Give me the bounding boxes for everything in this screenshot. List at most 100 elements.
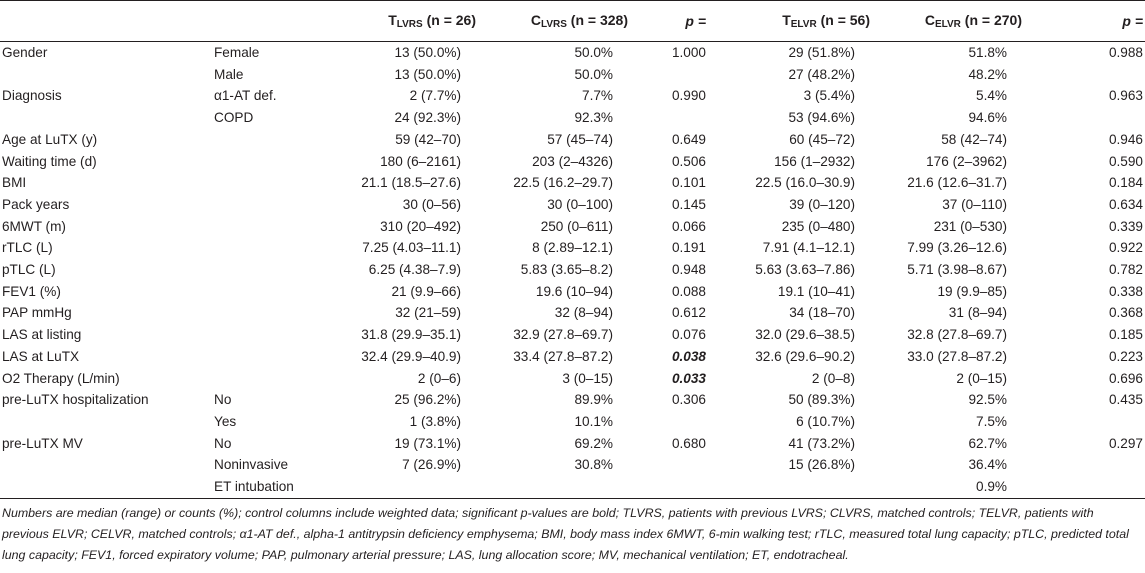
cell-variable: Age at LuTX (y) xyxy=(2,131,98,147)
cell-p-elvr: 0.696 xyxy=(1108,370,1143,386)
table-row: rTLC (L) 7.25 (4.03–11.1) 8 (2.89–12.1) 0.1… xyxy=(0,237,1145,259)
cell-t-elvr: 22.5 (16.0–30.9) xyxy=(755,175,855,191)
header-p-elvr: p = xyxy=(1026,0,1145,42)
cell-p-lvrs: 0.306 xyxy=(671,392,706,408)
table-row: Gender Female 13 (50.0%) 50.0% 1.000 29 (51.8… xyxy=(0,42,1145,64)
cell-t-lvrs: 59 (42–70) xyxy=(395,131,461,147)
cell-category: Yes xyxy=(214,413,237,429)
cell-c-elvr: 36.4% xyxy=(968,457,1007,473)
table-row: LAS at LuTX 32.4 (29.9–40.9) 33.4 (27.8–87… xyxy=(0,346,1145,368)
cell-variable: 6MWT (m) xyxy=(2,218,66,234)
cell-c-elvr: 19 (9.9–85) xyxy=(937,283,1007,299)
cell-t-elvr: 235 (0–480) xyxy=(781,218,855,234)
cell-t-elvr: 60 (45–72) xyxy=(789,131,855,147)
cell-t-elvr: 7.91 (4.1–12.1) xyxy=(762,240,855,256)
cell-c-lvrs: 7.7% xyxy=(582,88,613,104)
cell-p-lvrs xyxy=(632,476,728,499)
cell-p-lvrs: 0.506 xyxy=(671,153,706,169)
cell-c-lvrs: 19.6 (10–94) xyxy=(535,283,613,299)
cell-c-elvr: 31 (8–94) xyxy=(948,305,1007,321)
table-row: ET intubation 0.9% xyxy=(0,476,1145,499)
cell-p-elvr: 0.368 xyxy=(1108,305,1143,321)
cell-p-lvrs: 0.649 xyxy=(671,131,706,147)
cell-p-lvrs: 0.038 xyxy=(671,348,706,364)
cell-c-lvrs: 22.5 (16.2–29.7) xyxy=(513,175,613,191)
cell-variable: PAP mmHg xyxy=(2,305,72,321)
cell-c-elvr: 0.9% xyxy=(874,476,1026,499)
cell-category xyxy=(214,194,332,216)
cell-p-lvrs: 0.066 xyxy=(671,218,706,234)
cell-p-elvr xyxy=(1026,454,1145,476)
table-footnote: Numbers are median (range) or counts (%)… xyxy=(2,505,1129,562)
cell-category: No xyxy=(214,435,232,451)
table-row: pre-LuTX MV No 19 (73.1%) 69.2% 0.680 41 (73.… xyxy=(0,433,1145,455)
cell-c-lvrs: 50.0% xyxy=(574,45,613,60)
cell-t-lvrs: 180 (6–2161) xyxy=(380,153,461,169)
cell-p-elvr: 0.338 xyxy=(1108,283,1143,299)
table-row: COPD 24 (92.3%) 92.3% 53 (94.6%) 94.6% xyxy=(0,107,1145,129)
cell-c-elvr: 92.5% xyxy=(968,392,1007,408)
cell-variable: LAS at LuTX xyxy=(2,348,80,364)
cell-t-elvr: 3 (5.4%) xyxy=(803,88,855,104)
cell-c-lvrs: 92.3% xyxy=(574,110,613,126)
cell-c-lvrs: 32.9 (27.8–69.7) xyxy=(513,327,613,343)
cell-category: Male xyxy=(214,66,244,82)
cell-p-elvr xyxy=(1026,64,1145,86)
header-t-lvrs: TLVRS (n = 26) xyxy=(332,0,480,42)
cell-variable: pre-LuTX hospitalization xyxy=(2,392,149,408)
cell-p-lvrs xyxy=(632,411,728,433)
cell-t-lvrs: 32 (21–59) xyxy=(395,305,461,321)
cell-p-elvr xyxy=(1026,476,1145,499)
cell-c-lvrs: 8 (2.89–12.1) xyxy=(532,240,613,256)
table-row: 6MWT (m) 310 (20–492) 250 (0–611) 0.066 235 … xyxy=(0,216,1145,238)
cell-p-lvrs xyxy=(632,107,728,129)
cell-p-lvrs: 0.033 xyxy=(671,370,706,386)
cell-c-lvrs: 57 (45–74) xyxy=(547,131,613,147)
cell-category xyxy=(214,346,332,368)
cell-category xyxy=(214,129,332,151)
header-c-lvrs: CLVRS (n = 328) xyxy=(480,0,632,42)
cell-category xyxy=(214,302,332,324)
cell-variable xyxy=(0,107,214,129)
cell-c-elvr: 37 (0–110) xyxy=(942,196,1007,212)
cell-p-elvr: 0.297 xyxy=(1108,435,1143,451)
cell-c-elvr: 176 (2–3962) xyxy=(926,153,1007,169)
cell-p-elvr: 0.946 xyxy=(1108,131,1143,147)
cell-category xyxy=(214,324,332,346)
header-variable xyxy=(0,0,214,42)
cell-variable: Pack years xyxy=(2,196,70,212)
cell-variable: FEV1 (%) xyxy=(2,283,61,299)
cell-c-elvr: 21.6 (12.6–31.7) xyxy=(907,175,1007,191)
table-row: Noninvasive 7 (26.9%) 30.8% 15 (26.8%) 36.4% xyxy=(0,454,1145,476)
cell-t-elvr xyxy=(728,476,874,499)
cell-p-lvrs xyxy=(632,454,728,476)
cell-category xyxy=(214,151,332,173)
cell-p-lvrs xyxy=(632,64,728,86)
cell-t-elvr: 5.63 (3.63–7.86) xyxy=(755,262,855,278)
cell-t-lvrs: 24 (92.3%) xyxy=(394,110,462,126)
cell-t-lvrs: 19 (73.1%) xyxy=(394,435,462,451)
cell-p-lvrs: 0.612 xyxy=(671,305,706,321)
cell-t-elvr: 32.6 (29.6–90.2) xyxy=(755,348,855,364)
cell-c-elvr: 5.71 (3.98–8.67) xyxy=(907,262,1007,278)
header-category xyxy=(214,0,332,42)
cell-c-lvrs: 30.8% xyxy=(574,457,613,473)
cell-t-elvr: 2 (0–8) xyxy=(811,370,855,386)
table-row: Male 13 (50.0%) 50.0% 27 (48.2%) 48.2% xyxy=(0,64,1145,86)
cell-t-elvr: 15 (26.8%) xyxy=(788,457,856,473)
table-header: TLVRS (n = 26) CLVRS (n = 328) p = TELVR… xyxy=(0,0,1145,42)
cell-variable: LAS at listing xyxy=(2,327,82,343)
table-row: LAS at listing 31.8 (29.9–35.1) 32.9 (27.8… xyxy=(0,324,1145,346)
table-row: BMI 21.1 (18.5–27.6) 22.5 (16.2–29.7) 0.101… xyxy=(0,172,1145,194)
cell-c-lvrs: 30 (0–100) xyxy=(547,196,613,212)
cell-t-elvr: 27 (48.2%) xyxy=(788,66,856,82)
cell-c-elvr: 51.8% xyxy=(968,45,1007,60)
cell-c-lvrs: 33.4 (27.8–87.2) xyxy=(513,348,613,364)
patient-characteristics-table: TLVRS (n = 26) CLVRS (n = 328) p = TELVR… xyxy=(0,0,1145,499)
table-body: Gender Female 13 (50.0%) 50.0% 1.000 29 (51.8… xyxy=(0,42,1145,499)
table-row: Yes 1 (3.8%) 10.1% 6 (10.7%) 7.5% xyxy=(0,411,1145,433)
cell-p-elvr: 0.782 xyxy=(1108,262,1143,278)
cell-c-elvr: 58 (42–74) xyxy=(941,131,1007,147)
cell-c-lvrs: 69.2% xyxy=(574,435,613,451)
